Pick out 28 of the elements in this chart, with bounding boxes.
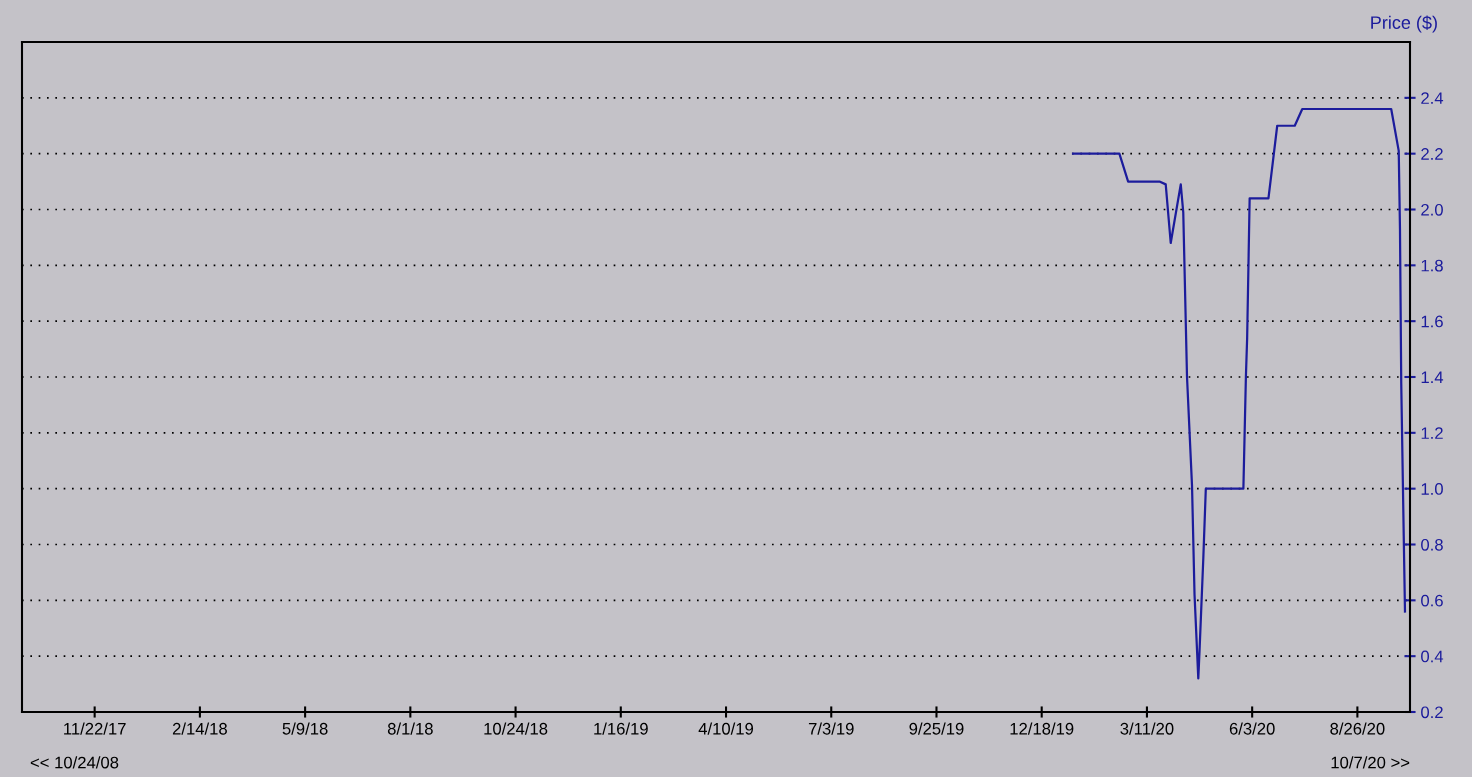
x-tick-label: 8/1/18 [387, 722, 433, 735]
x-tick-label: 10/24/18 [484, 722, 548, 735]
y-tick-label: 1.0 [1421, 483, 1443, 495]
x-tick-label: 4/10/19 [698, 722, 754, 735]
y-tick-label: 2.2 [1421, 148, 1443, 160]
text: 10/7/20 >> [1331, 756, 1410, 769]
y-axis-title: Price ($) [1371, 15, 1437, 33]
x-tick-label: 9/25/19 [909, 722, 964, 735]
y-tick-label: 1.4 [1421, 371, 1444, 384]
text: << 10/24/08 [30, 756, 119, 769]
x-tick-label: 12/18/19 [1010, 722, 1074, 735]
y-tick-label: 1.8 [1421, 259, 1443, 272]
x-tick-label: 2/14/18 [172, 722, 227, 735]
x-tick-label: 11/22/17 [64, 722, 126, 735]
x-tick-label: 6/3/20 [1229, 722, 1275, 735]
y-tick-label: 2.0 [1421, 203, 1443, 216]
y-tick-label: 0.8 [1421, 538, 1443, 551]
x-tick-label: 5/9/18 [282, 722, 328, 735]
y-tick-label: 1.6 [1421, 315, 1443, 328]
x-tick-label: 7/3/19 [808, 722, 854, 735]
y-tick-label: 0.4 [1421, 650, 1444, 663]
y-tick-label: 2.4 [1421, 92, 1444, 104]
x-tick-label: 1/16/19 [594, 722, 648, 735]
y-tick-label: 1.2 [1421, 427, 1443, 439]
y-tick-label: 0.6 [1421, 594, 1443, 607]
y-tick-label: 0.2 [1421, 706, 1443, 719]
x-tick-label: 8/26/20 [1330, 722, 1385, 735]
x-tick-label: 3/11/20 [1120, 722, 1174, 735]
